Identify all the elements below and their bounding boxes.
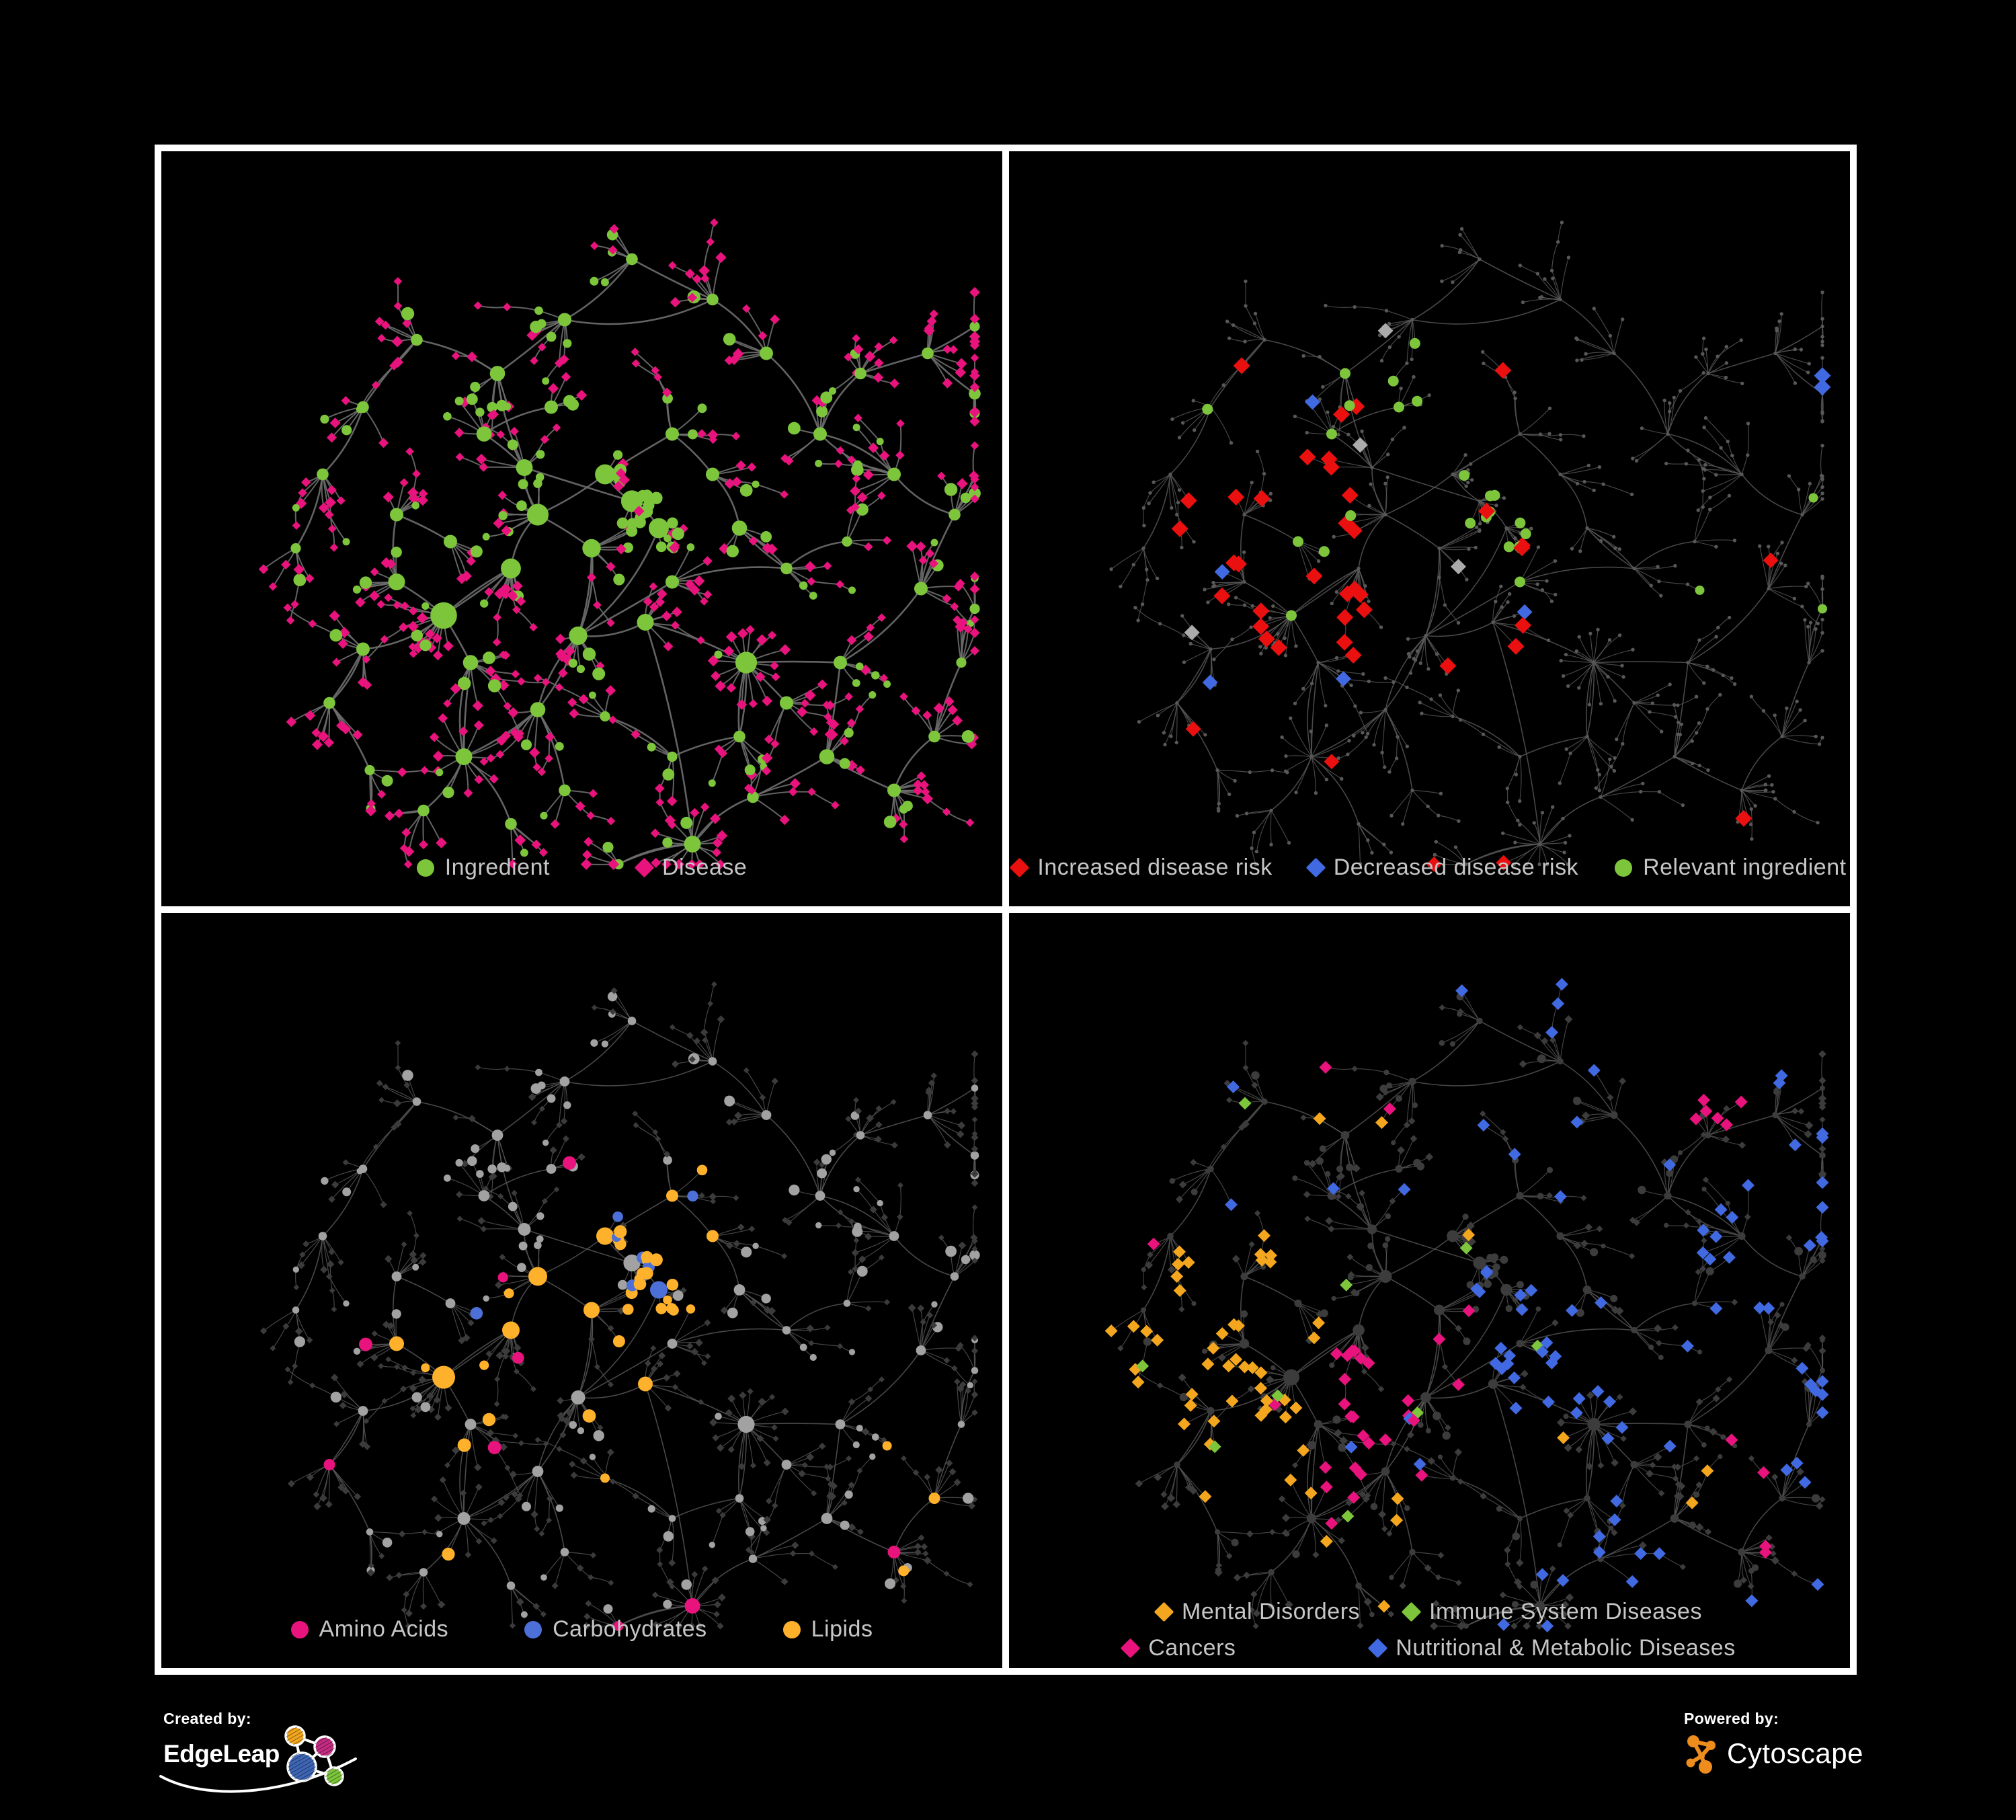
powered-by-label: Powered by:	[1684, 1710, 1779, 1727]
legend-label: Carbohydrates	[553, 1616, 707, 1642]
edgeleap-brand: EdgeLeap	[163, 1740, 280, 1768]
circle-marker	[524, 1620, 542, 1638]
legend-item-increased-disease-risk: Increased disease risk	[1010, 855, 1273, 881]
legend-item-lipids: Lipids	[782, 1616, 873, 1643]
panel-ingredient-disease: Ingredient Disease	[161, 151, 1002, 906]
legend-label: Disease	[661, 855, 748, 880]
legend-row: Cancers Nutritional & Metabolic Diseases	[1120, 1635, 1736, 1661]
legend-item-nutritional-metabolic-diseases: Nutritional & Metabolic Diseases	[1367, 1635, 1736, 1661]
legend-row: Amino Acids Carbohydrates Lipids	[290, 1616, 873, 1643]
legend-ingredient-disease: Ingredient Disease	[161, 855, 1002, 881]
network-graph-ingredient-disease	[258, 218, 981, 870]
legend-label: Cancers	[1148, 1635, 1236, 1661]
cytoscape-lockup: Cytoscape	[1684, 1733, 1863, 1774]
panel-disease-classes: Mental Disorders Immune System Diseases Ca…	[1009, 913, 1850, 1668]
legend-item-decreased-disease-risk: Decreased disease risk	[1305, 855, 1579, 881]
edgeleap-lockup: EdgeLeap	[159, 1725, 378, 1794]
circle-marker	[290, 1620, 309, 1638]
diamond-marker	[1367, 1638, 1388, 1659]
legend-label: Lipids	[811, 1616, 873, 1642]
legend-label: Nutritional & Metabolic Diseases	[1396, 1635, 1736, 1661]
legend-label: Relevant ingredient	[1643, 855, 1847, 880]
panel-grid: Ingredient Disease Increased disease risk…	[155, 145, 1857, 1675]
legend-disease-classes: Mental Disorders Immune System Diseases Ca…	[1009, 1599, 1850, 1661]
legend-label: Immune System Diseases	[1429, 1599, 1702, 1624]
legend-label: Decreased disease risk	[1333, 855, 1579, 880]
legend-label: Ingredient	[444, 855, 550, 880]
legend-item-carbohydrates: Carbohydrates	[524, 1616, 707, 1643]
powered-by-block: Powered by: Cytoscape	[1684, 1710, 1863, 1774]
legend-row: Increased disease risk Decreased disease …	[1010, 855, 1846, 881]
cytoscape-brand: Cytoscape	[1727, 1737, 1863, 1769]
diamond-marker	[1305, 857, 1326, 878]
legend-item-disease: Disease	[634, 855, 748, 881]
network-graph-disease-classes	[1104, 978, 1829, 1632]
created-by-label: Created by:	[163, 1710, 251, 1727]
legend-nutrient-classes: Amino Acids Carbohydrates Lipids	[161, 1616, 1002, 1643]
legend-item-amino-acids: Amino Acids	[290, 1616, 449, 1643]
circle-marker	[782, 1620, 801, 1638]
diamond-marker	[1401, 1601, 1422, 1622]
legend-item-ingredient: Ingredient	[416, 855, 550, 881]
legend-item-mental-disorders: Mental Disorders	[1154, 1599, 1361, 1625]
panel-disease-risk: Increased disease risk Decreased disease …	[1009, 151, 1850, 906]
legend-label: Amino Acids	[319, 1616, 449, 1642]
network-graph-disease-risk	[1109, 221, 1831, 872]
diamond-marker	[1154, 1601, 1174, 1622]
legend-label: Increased disease risk	[1037, 855, 1273, 880]
legend-disease-risk: Increased disease risk Decreased disease …	[1009, 855, 1850, 881]
circle-marker	[1615, 859, 1633, 877]
legend-item-cancers: Cancers	[1120, 1635, 1236, 1661]
diamond-marker	[1010, 857, 1030, 878]
diamond-marker	[634, 857, 655, 878]
edgeleap-logo-icon	[284, 1725, 344, 1786]
legend-row: Mental Disorders Immune System Diseases	[1154, 1599, 1702, 1625]
legend-row: Ingredient Disease	[416, 855, 748, 881]
diamond-marker	[1120, 1638, 1141, 1659]
panel-nutrient-classes: Amino Acids Carbohydrates Lipids	[161, 913, 1002, 1668]
circle-marker	[416, 859, 434, 877]
legend-label: Mental Disorders	[1182, 1599, 1361, 1624]
legend-item-immune-system-diseases: Immune System Diseases	[1401, 1599, 1702, 1625]
legend-item-relevant-ingredient: Relevant ingredient	[1615, 855, 1846, 881]
network-graph-nutrient-classes	[259, 981, 980, 1631]
cytoscape-logo-icon	[1686, 1735, 1716, 1774]
created-by-block: Created by: EdgeLeap	[159, 1710, 378, 1794]
